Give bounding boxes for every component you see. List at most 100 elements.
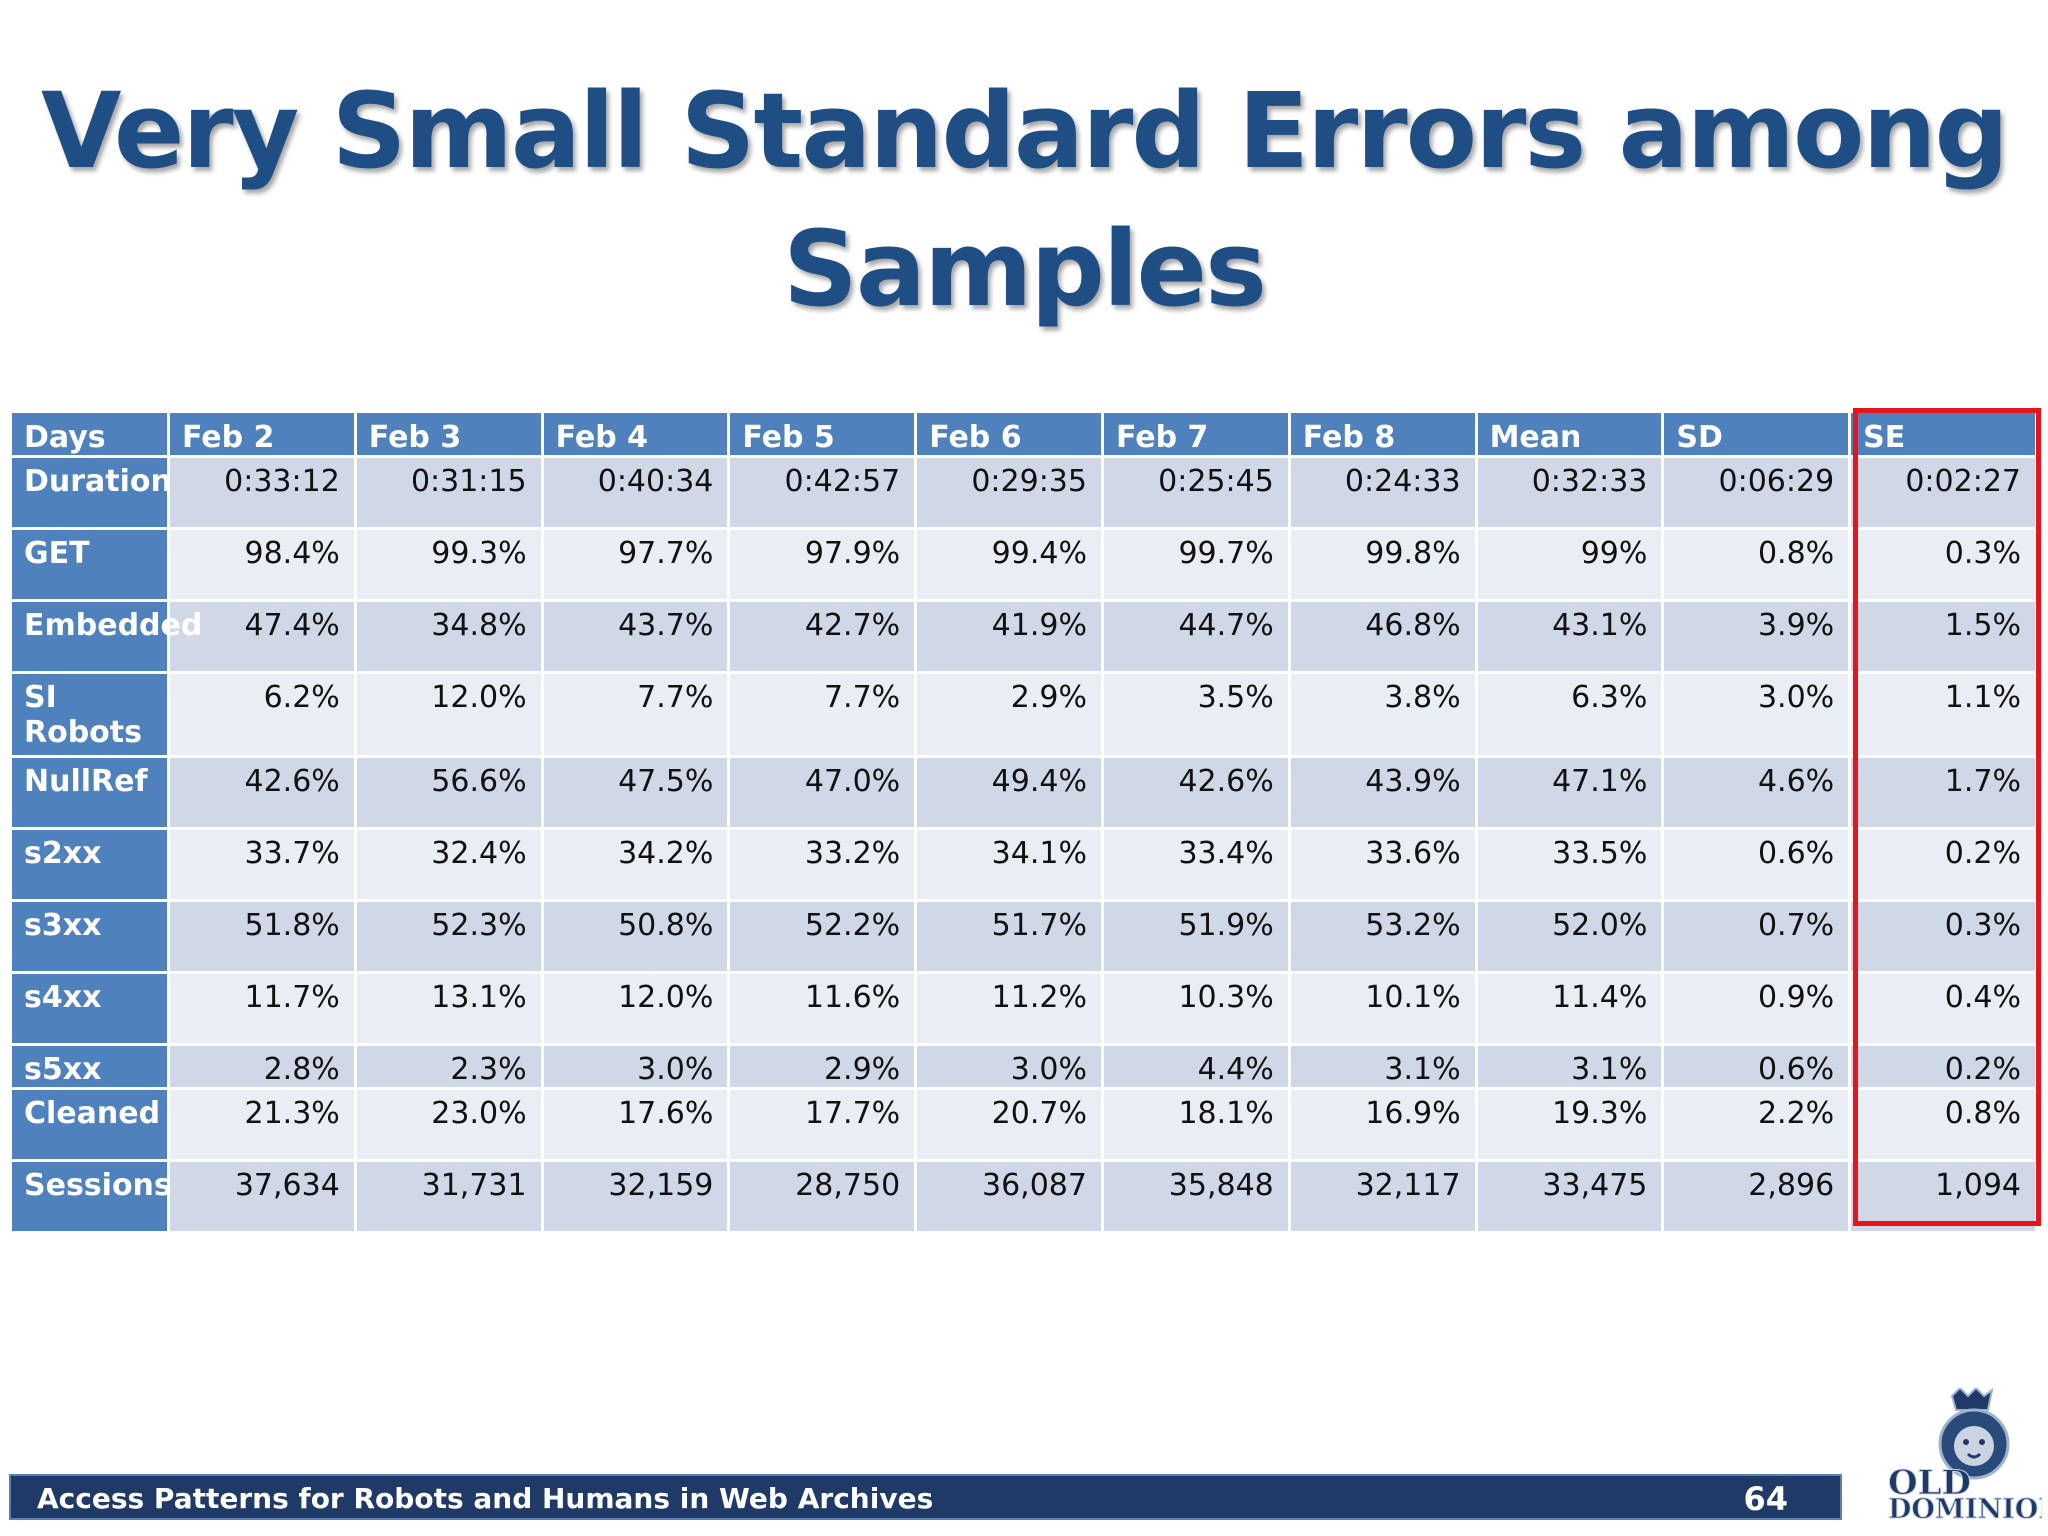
row-header: NullRef: [12, 758, 167, 827]
table-cell: 17.6%: [543, 1090, 728, 1159]
table-cell: 34.1%: [917, 830, 1101, 899]
table-row: s4xx 11.7% 13.1% 12.0% 11.6% 11.2% 10.3% 10.1% 1…: [12, 974, 2035, 1043]
table-cell: 18.1%: [1103, 1090, 1288, 1159]
column-header: SE: [1851, 413, 2035, 455]
table-cell: 0.2%: [1851, 1046, 2035, 1087]
table-cell: 56.6%: [356, 758, 541, 827]
table-cell: 10.3%: [1103, 974, 1288, 1043]
table-cell: 47.1%: [1477, 758, 1662, 827]
table-row: SI Robots 6.2% 12.0% 7.7% 7.7% 2.9% 3.5% 3.8% 6.…: [12, 674, 2035, 755]
table-cell: 52.2%: [730, 902, 915, 971]
table-cell: 43.1%: [1477, 602, 1662, 671]
column-header: Feb 3: [356, 413, 541, 455]
table-cell: 20.7%: [917, 1090, 1101, 1159]
table-cell: 23.0%: [356, 1090, 541, 1159]
table-cell: 7.7%: [730, 674, 915, 755]
table-cell: 53.2%: [1290, 902, 1475, 971]
table-cell: 0:06:29: [1664, 458, 1849, 527]
table-cell: 0:25:45: [1103, 458, 1288, 527]
table-cell: 3.8%: [1290, 674, 1475, 755]
table-header-row: Days Feb 2 Feb 3 Feb 4 Feb 5 Feb 6 Feb 7…: [12, 413, 2035, 455]
row-header: s4xx: [12, 974, 167, 1043]
table-cell: 49.4%: [917, 758, 1101, 827]
table-cell: 33,475: [1477, 1162, 1662, 1231]
svg-text:DOMINION: DOMINION: [1888, 1494, 2042, 1525]
table-cell: 32,159: [543, 1162, 728, 1231]
table-row: Sessions 37,634 31,731 32,159 28,750 36,087 35…: [12, 1162, 2035, 1231]
row-header: SI Robots: [12, 674, 167, 755]
table-cell: 42.6%: [1103, 758, 1288, 827]
table-cell: 43.9%: [1290, 758, 1475, 827]
title-line-2: Samples: [783, 208, 1267, 330]
table-cell: 6.2%: [170, 674, 354, 755]
table-cell: 47.0%: [730, 758, 915, 827]
table-cell: 0:32:33: [1477, 458, 1662, 527]
table-cell: 97.9%: [730, 530, 915, 599]
table-cell: 44.7%: [1103, 602, 1288, 671]
table-cell: 2.8%: [170, 1046, 354, 1087]
row-header: Cleaned: [12, 1090, 167, 1159]
table-cell: 0:33:12: [170, 458, 354, 527]
table-cell: 0:42:57: [730, 458, 915, 527]
table-cell: 3.5%: [1103, 674, 1288, 755]
table-cell: 3.0%: [917, 1046, 1101, 1087]
row-header: s2xx: [12, 830, 167, 899]
table-cell: 99%: [1477, 530, 1662, 599]
table-row: Duration 0:33:12 0:31:15 0:40:34 0:42:57 0:29…: [12, 458, 2035, 527]
table-cell: 2.2%: [1664, 1090, 1849, 1159]
table-cell: 2,896: [1664, 1162, 1849, 1231]
table-cell: 47.4%: [170, 602, 354, 671]
table-cell: 2.9%: [730, 1046, 915, 1087]
table-cell: 19.3%: [1477, 1090, 1662, 1159]
table-cell: 99.4%: [917, 530, 1101, 599]
page-number: 64: [1743, 1480, 1788, 1518]
table-cell: 1,094: [1851, 1162, 2035, 1231]
table-row: Cleaned 21.3% 23.0% 17.6% 17.7% 20.7% 18.1% 16.…: [12, 1090, 2035, 1159]
table-cell: 33.5%: [1477, 830, 1662, 899]
table-cell: 0.6%: [1664, 830, 1849, 899]
table-cell: 99.3%: [356, 530, 541, 599]
table-row: s3xx 51.8% 52.3% 50.8% 52.2% 51.7% 51.9% 53.2% 5…: [12, 902, 2035, 971]
table-cell: 35,848: [1103, 1162, 1288, 1231]
table-row: NullRef 42.6% 56.6% 47.5% 47.0% 49.4% 42.6% 43.…: [12, 758, 2035, 827]
table-cell: 1.1%: [1851, 674, 2035, 755]
statistics-table: Days Feb 2 Feb 3 Feb 4 Feb 5 Feb 6 Feb 7…: [9, 410, 2038, 1234]
table-cell: 0:29:35: [917, 458, 1101, 527]
table-cell: 32,117: [1290, 1162, 1475, 1231]
column-header: Feb 6: [917, 413, 1101, 455]
table-cell: 33.6%: [1290, 830, 1475, 899]
table-row: Embedded 47.4% 34.8% 43.7% 42.7% 41.9% 44.7% 46…: [12, 602, 2035, 671]
row-header: Duration: [12, 458, 172, 527]
table-cell: 46.8%: [1290, 602, 1475, 671]
column-header: SD: [1664, 413, 1849, 455]
column-header: Feb 8: [1290, 413, 1475, 455]
table-cell: 98.4%: [170, 530, 354, 599]
table-cell: 34.2%: [543, 830, 728, 899]
column-header: Days: [12, 413, 167, 455]
table-cell: 3.1%: [1290, 1046, 1475, 1087]
monarch-lion-icon: OLD DOMINION: [1888, 1386, 2048, 1526]
table-cell: 0:02:27: [1851, 458, 2035, 527]
column-header: Feb 4: [543, 413, 728, 455]
table-cell: 42.7%: [730, 602, 915, 671]
table-cell: 0.6%: [1664, 1046, 1849, 1087]
table-cell: 47.5%: [543, 758, 728, 827]
table-cell: 33.4%: [1103, 830, 1288, 899]
column-header: Mean: [1477, 413, 1662, 455]
table-cell: 37,634: [170, 1162, 354, 1231]
table-cell: 34.8%: [356, 602, 541, 671]
table-cell: 0:24:33: [1290, 458, 1475, 527]
table-cell: 41.9%: [917, 602, 1101, 671]
title-line-1: Very Small Standard Errors among: [41, 70, 2009, 192]
table-cell: 0.3%: [1851, 530, 2035, 599]
footer-bar: Access Patterns for Robots and Humans in…: [9, 1474, 1842, 1520]
table-cell: 52.0%: [1477, 902, 1662, 971]
table-cell: 3.0%: [543, 1046, 728, 1087]
table-cell: 99.8%: [1290, 530, 1475, 599]
table-cell: 3.0%: [1664, 674, 1849, 755]
table-cell: 3.1%: [1477, 1046, 1662, 1087]
table-row: s5xx 2.8% 2.3% 3.0% 2.9% 3.0% 4.4% 3.1% 3.1% 0.6%…: [12, 1046, 2035, 1087]
table-cell: 42.6%: [170, 758, 354, 827]
table-cell: 7.7%: [543, 674, 728, 755]
table-cell: 16.9%: [1290, 1090, 1475, 1159]
